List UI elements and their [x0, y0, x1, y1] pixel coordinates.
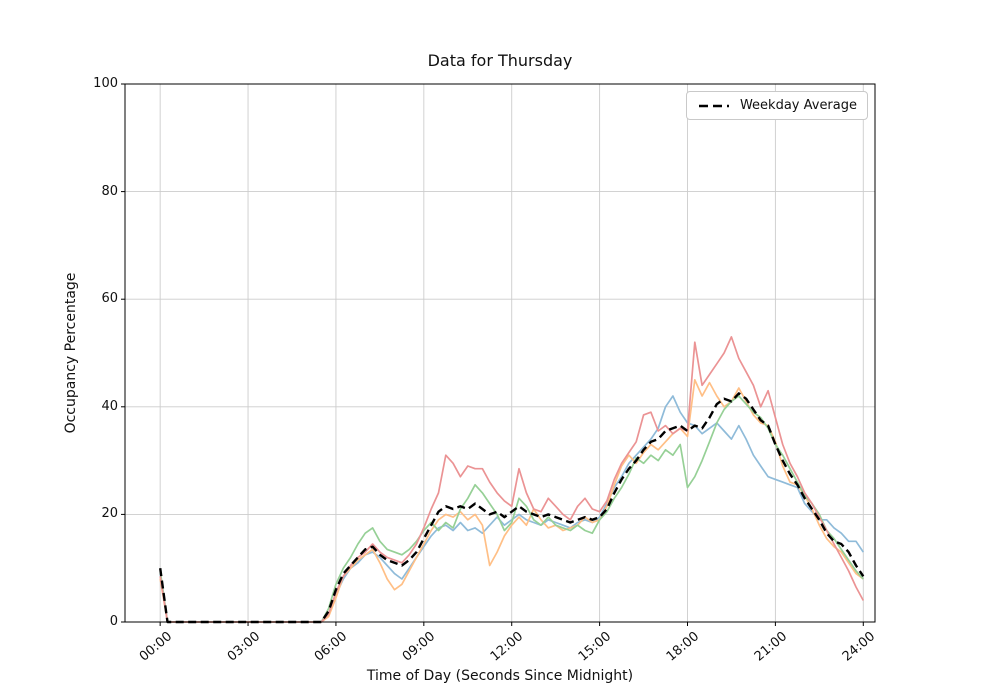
axes-frame	[124, 83, 876, 623]
legend-label: Weekday Average	[739, 98, 857, 113]
y-tick-label: 60	[101, 291, 118, 307]
y-tick-label: 40	[101, 398, 118, 414]
y-tick-label: 100	[93, 76, 118, 91]
x-axis-label: Time of Day (Seconds Since Midnight)	[366, 668, 634, 684]
legend-dashed-line-icon	[698, 104, 729, 107]
y-tick-label: 80	[101, 183, 118, 199]
y-tick-label: 20	[101, 506, 118, 522]
chart-title: Data for Thursday	[427, 51, 573, 70]
legend: Weekday Average	[685, 91, 868, 120]
y-axis-label: Occupancy Percentage	[63, 272, 79, 434]
y-tick-label: 0	[109, 614, 118, 629]
